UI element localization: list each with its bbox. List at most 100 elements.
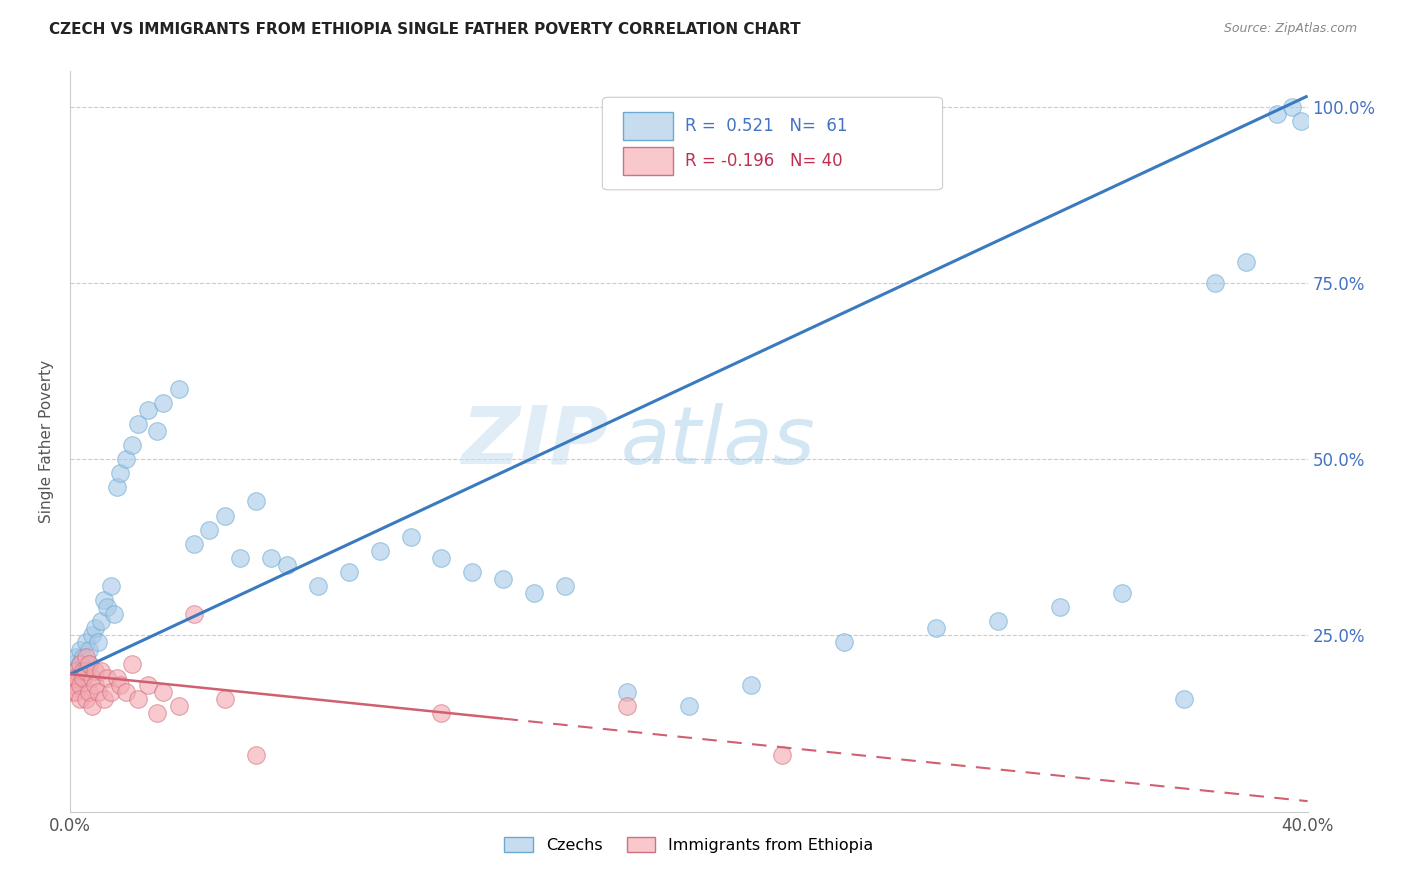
Point: [167, 382, 190, 396]
Point: [136, 402, 159, 417]
Point: [229, 550, 252, 565]
Point: [127, 692, 149, 706]
Point: [69, 678, 91, 692]
Point: [62, 657, 84, 671]
Point: [1173, 692, 1195, 706]
Point: [84, 621, 107, 635]
Point: [925, 621, 948, 635]
Point: [69, 642, 91, 657]
Point: [108, 678, 131, 692]
Point: [115, 452, 138, 467]
Point: [121, 657, 143, 671]
Point: [65, 649, 87, 664]
Point: [69, 664, 91, 678]
Point: [152, 396, 174, 410]
Legend: Czechs, Immigrants from Ethiopia: Czechs, Immigrants from Ethiopia: [498, 830, 880, 859]
Point: [183, 607, 205, 622]
Point: [90, 664, 112, 678]
Point: [75, 649, 97, 664]
FancyBboxPatch shape: [623, 112, 673, 140]
Point: [96, 671, 118, 685]
Point: [75, 664, 97, 678]
Point: [121, 438, 143, 452]
Text: atlas: atlas: [621, 402, 815, 481]
Point: [127, 417, 149, 431]
Point: [245, 748, 267, 763]
Point: [80, 698, 103, 713]
FancyBboxPatch shape: [623, 147, 673, 175]
Point: [146, 706, 169, 720]
Text: R = -0.196   N= 40: R = -0.196 N= 40: [685, 152, 842, 170]
Point: [80, 671, 103, 685]
Point: [62, 671, 84, 685]
Point: [84, 678, 107, 692]
Point: [84, 664, 107, 678]
Point: [108, 467, 131, 481]
Point: [214, 508, 236, 523]
FancyBboxPatch shape: [602, 97, 942, 190]
Point: [62, 685, 84, 699]
Point: [72, 664, 94, 678]
Point: [198, 523, 221, 537]
Point: [65, 671, 87, 685]
Text: ZIP: ZIP: [461, 402, 609, 481]
Point: [77, 642, 100, 657]
Point: [1049, 600, 1071, 615]
Point: [105, 671, 128, 685]
Point: [245, 494, 267, 508]
Text: R =  0.521   N=  61: R = 0.521 N= 61: [685, 117, 848, 136]
Point: [80, 628, 103, 642]
Point: [93, 692, 115, 706]
Text: Source: ZipAtlas.com: Source: ZipAtlas.com: [1223, 22, 1357, 36]
Point: [77, 657, 100, 671]
Point: [368, 544, 391, 558]
Point: [554, 579, 576, 593]
Point: [214, 692, 236, 706]
Point: [430, 550, 453, 565]
Point: [1204, 276, 1226, 290]
Point: [77, 657, 100, 671]
Point: [62, 671, 84, 685]
Point: [65, 664, 87, 678]
Point: [65, 664, 87, 678]
Point: [276, 558, 298, 572]
Point: [1281, 100, 1303, 114]
Point: [183, 537, 205, 551]
Point: [65, 685, 87, 699]
Point: [770, 748, 793, 763]
Point: [72, 671, 94, 685]
Point: [90, 615, 112, 629]
Point: [75, 664, 97, 678]
Point: [260, 550, 283, 565]
Point: [678, 698, 700, 713]
Point: [96, 600, 118, 615]
Point: [1265, 106, 1288, 120]
Point: [987, 615, 1010, 629]
Point: [62, 678, 84, 692]
Point: [492, 572, 515, 586]
Point: [100, 685, 122, 699]
Point: [72, 671, 94, 685]
Point: [115, 685, 138, 699]
Point: [616, 685, 638, 699]
Point: [69, 692, 91, 706]
Point: [100, 579, 122, 593]
Text: CZECH VS IMMIGRANTS FROM ETHIOPIA SINGLE FATHER POVERTY CORRELATION CHART: CZECH VS IMMIGRANTS FROM ETHIOPIA SINGLE…: [49, 22, 801, 37]
Point: [87, 685, 110, 699]
Point: [72, 649, 94, 664]
Point: [75, 692, 97, 706]
Point: [167, 698, 190, 713]
Point: [65, 678, 87, 692]
Point: [105, 480, 128, 494]
Point: [75, 635, 97, 649]
Point: [146, 424, 169, 438]
Point: [1111, 586, 1133, 600]
Point: [616, 698, 638, 713]
Point: [152, 685, 174, 699]
Point: [77, 685, 100, 699]
Point: [832, 635, 855, 649]
Point: [740, 678, 762, 692]
Point: [87, 635, 110, 649]
Point: [1291, 113, 1313, 128]
Y-axis label: Single Father Poverty: Single Father Poverty: [39, 360, 55, 523]
